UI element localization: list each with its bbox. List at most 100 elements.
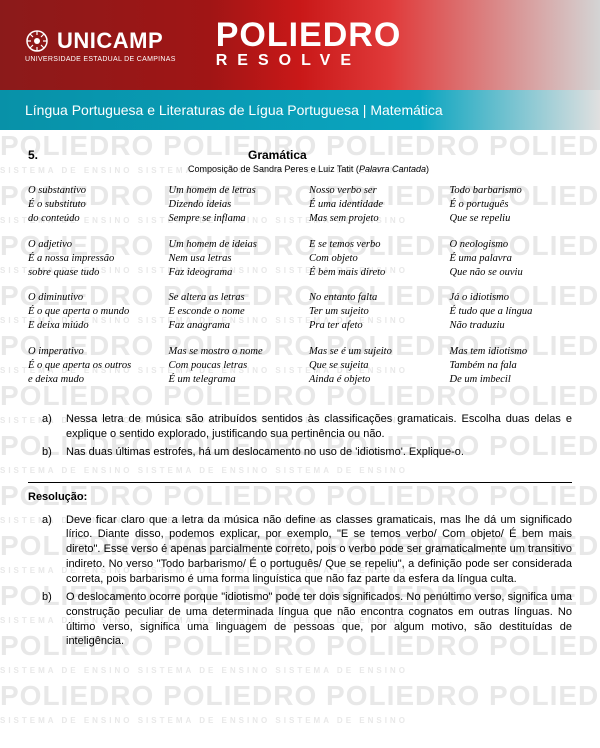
poem-col-3: Nosso verbo serÉ uma identidadeMas sem p…: [309, 184, 432, 398]
answer-b: b) O deslocamento ocorre porque "idiotis…: [42, 590, 572, 649]
stanza: O substantivoÉ o substitutodo conteúdo: [28, 184, 151, 227]
poem-line: É a nossa impressão: [28, 252, 151, 266]
question-letter: a): [42, 412, 66, 442]
poem-line: O substantivo: [28, 184, 151, 198]
subtitle-italic: Palavra Cantada: [359, 164, 426, 174]
stanza: O neologismoÉ uma palavraQue não se ouvi…: [450, 238, 573, 281]
unicamp-logo: UNICAMP UNIVERSIDADE ESTADUAL DE CAMPINA…: [25, 28, 176, 63]
stanza: Mas tem idiotismoTambém na falaDe um imb…: [450, 345, 573, 388]
poem-line: e deixa mudo: [28, 373, 151, 387]
question-list: a) Nessa letra de música são atribuídos …: [28, 412, 572, 460]
poem-line: E se temos verbo: [309, 238, 432, 252]
stanza: Nosso verbo serÉ uma identidadeMas sem p…: [309, 184, 432, 227]
poem-line: Com poucas letras: [169, 359, 292, 373]
poem-line: No entanto falta: [309, 291, 432, 305]
poem-line: Ter um sujeito: [309, 305, 432, 319]
poem-line: O neologismo: [450, 238, 573, 252]
poliedro-title: POLIEDRO: [216, 20, 402, 51]
answer-letter: a): [42, 513, 66, 587]
question-title: Gramática: [248, 148, 307, 162]
poem-line: Sempre se inflama: [169, 212, 292, 226]
poem-line: Faz anagrama: [169, 319, 292, 333]
poem-line: E esconde o nome: [169, 305, 292, 319]
answer-a: a) Deve ficar claro que a letra da músic…: [42, 513, 572, 587]
poem-line: Já o idiotismo: [450, 291, 573, 305]
poem-line: Com objeto: [309, 252, 432, 266]
stanza: Se altera as letrasE esconde o nomeFaz a…: [169, 291, 292, 334]
poem-line: É o substituto: [28, 198, 151, 212]
answer-list: a) Deve ficar claro que a letra da músic…: [28, 513, 572, 650]
question-text: Nas duas últimas estrofes, há um desloca…: [66, 445, 572, 460]
unicamp-icon: [25, 29, 49, 53]
answer-letter: b): [42, 590, 66, 649]
question-letter: b): [42, 445, 66, 460]
poliedro-logo: POLIEDRO RESOLVE: [216, 20, 402, 71]
stanza: Mas se é um sujeitoQue se sujeitaAinda é…: [309, 345, 432, 388]
poem-line: Que se repeliu: [450, 212, 573, 226]
poem-line: Mas se mostro o nome: [169, 345, 292, 359]
poem-line: Mas se é um sujeito: [309, 345, 432, 359]
poem-line: É um telegrama: [169, 373, 292, 387]
poem-line: De um imbecil: [450, 373, 573, 387]
content-area: 5. Gramática Composição de Sandra Peres …: [0, 130, 600, 662]
poem-line: Não traduziu: [450, 319, 573, 333]
poem-line: O adjetivo: [28, 238, 151, 252]
subject-text: Língua Portuguesa e Literaturas de Lígua…: [25, 102, 443, 118]
stanza: Um homem de ideiasNem usa letrasFaz ideo…: [169, 238, 292, 281]
poem-line: Também na fala: [450, 359, 573, 373]
poem-line: Mas sem projeto: [309, 212, 432, 226]
stanza: Já o idiotismoÉ tudo que a línguaNão tra…: [450, 291, 573, 334]
answer-text: O deslocamento ocorre porque "idiotismo"…: [66, 590, 572, 649]
poem-line: Um homem de letras: [169, 184, 292, 198]
answer-text: Deve ficar claro que a letra da música n…: [66, 513, 572, 587]
poem-col-2: Um homem de letrasDizendo ideiasSempre s…: [169, 184, 292, 398]
question-a: a) Nessa letra de música são atribuídos …: [42, 412, 572, 442]
poem-col-1: O substantivoÉ o substitutodo conteúdoO …: [28, 184, 151, 398]
poem-line: Mas tem idiotismo: [450, 345, 573, 359]
poem-line: É bem mais direto: [309, 266, 432, 280]
poem-line: Que se sujeita: [309, 359, 432, 373]
stanza: O adjetivoÉ a nossa impressãosobre quase…: [28, 238, 151, 281]
poem-grid: O substantivoÉ o substitutodo conteúdoO …: [28, 184, 572, 398]
unicamp-subtitle: UNIVERSIDADE ESTADUAL DE CAMPINAS: [25, 56, 176, 63]
poem-line: Pra ter afeto: [309, 319, 432, 333]
resolution-title: Resolução:: [28, 491, 572, 503]
poem-line: É uma palavra: [450, 252, 573, 266]
question-text: Nessa letra de música são atribuídos sen…: [66, 412, 572, 442]
poem-line: do conteúdo: [28, 212, 151, 226]
poem-line: É uma identidade: [309, 198, 432, 212]
poem-line: Faz ideograma: [169, 266, 292, 280]
poem-line: É o que aperta o mundo: [28, 305, 151, 319]
question-subtitle: Composição de Sandra Peres e Luiz Tatit …: [188, 164, 572, 174]
stanza: E se temos verboCom objetoÉ bem mais dir…: [309, 238, 432, 281]
stanza: Todo barbarismoÉ o portuguêsQue se repel…: [450, 184, 573, 227]
poem-line: É tudo que a língua: [450, 305, 573, 319]
subject-bar: Língua Portuguesa e Literaturas de Lígua…: [0, 90, 600, 130]
poem-line: Um homem de ideias: [169, 238, 292, 252]
resolve-title: RESOLVE: [216, 52, 402, 70]
stanza: O imperativoÉ o que aperta os outrose de…: [28, 345, 151, 388]
stanza: Um homem de letrasDizendo ideiasSempre s…: [169, 184, 292, 227]
subtitle-prefix: Composição de Sandra Peres e Luiz Tatit …: [188, 164, 359, 174]
question-header: 5. Gramática: [28, 148, 572, 162]
stanza: No entanto faltaTer um sujeitoPra ter af…: [309, 291, 432, 334]
poem-line: É o português: [450, 198, 573, 212]
poem-col-4: Todo barbarismoÉ o portuguêsQue se repel…: [450, 184, 573, 398]
stanza: Mas se mostro o nomeCom poucas letrasÉ u…: [169, 345, 292, 388]
question-number: 5.: [28, 148, 158, 162]
poem-line: Todo barbarismo: [450, 184, 573, 198]
poem-line: Que não se ouviu: [450, 266, 573, 280]
page-header: UNICAMP UNIVERSIDADE ESTADUAL DE CAMPINA…: [0, 0, 600, 130]
divider: [28, 482, 572, 483]
poem-line: Nosso verbo ser: [309, 184, 432, 198]
poem-line: Ainda é objeto: [309, 373, 432, 387]
poem-line: O diminutivo: [28, 291, 151, 305]
poem-line: Se altera as letras: [169, 291, 292, 305]
poem-line: O imperativo: [28, 345, 151, 359]
unicamp-title: UNICAMP: [57, 28, 163, 54]
subtitle-suffix: ): [426, 164, 429, 174]
poem-line: É o que aperta os outros: [28, 359, 151, 373]
header-top: UNICAMP UNIVERSIDADE ESTADUAL DE CAMPINA…: [0, 0, 600, 90]
poem-line: Nem usa letras: [169, 252, 292, 266]
poem-line: E deixa miúdo: [28, 319, 151, 333]
